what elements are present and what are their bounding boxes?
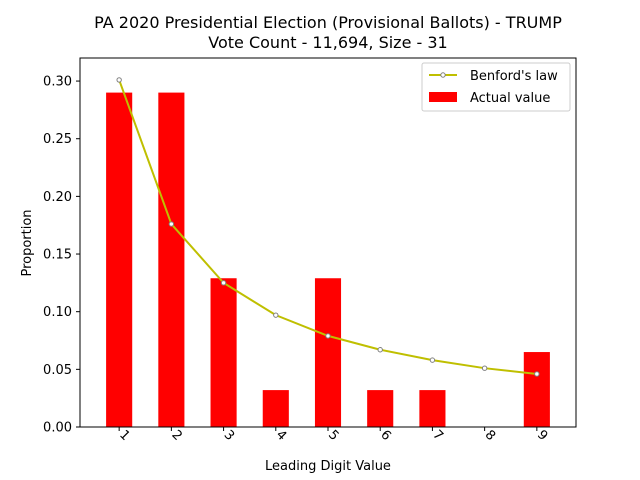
legend: Benford's law Actual value [421, 62, 571, 112]
bar-digit-6 [367, 390, 394, 427]
plot-area: 0.000.050.100.150.200.250.301 2 3 4 5 6 7 8 9 [43, 57, 577, 444]
y-tick-label: 0.25 [43, 132, 72, 147]
legend-actual-label: Actual value [470, 91, 550, 106]
bar-digit-7 [419, 390, 446, 427]
legend-benford-label: Benford's law [470, 69, 558, 84]
legend-benford-marker-swatch [440, 72, 446, 78]
bar-digit-9 [523, 352, 550, 427]
benford-point-7 [429, 357, 436, 363]
benford-point-8 [481, 365, 488, 371]
bar-digit-4 [262, 390, 289, 427]
bar-digit-2 [158, 92, 185, 427]
benford-point-6 [377, 347, 383, 353]
x-axis-label: Leading Digit Value [265, 459, 391, 474]
bar-digit-1 [106, 92, 133, 427]
bar-digit-3 [210, 278, 237, 427]
chart-subtitle: Vote Count - 11,694, Size - 31 [208, 33, 447, 52]
legend-frame [421, 62, 571, 112]
benford-point-9 [534, 371, 540, 377]
benford-point-3 [220, 280, 227, 286]
benford-point-2 [168, 221, 175, 227]
y-tick-label: 0.30 [43, 75, 72, 90]
y-tick-label: 0.20 [43, 190, 72, 205]
y-axis-label: Proportion [20, 209, 35, 276]
y-tick-label: 0.00 [43, 421, 72, 436]
benford-point-5 [325, 333, 331, 339]
y-tick-label: 0.10 [43, 305, 72, 320]
benford-point-4 [273, 312, 279, 318]
y-tick-label: 0.05 [43, 363, 72, 378]
bar-digit-5 [314, 278, 342, 427]
chart-title: PA 2020 Presidential Election (Provision… [94, 13, 562, 32]
legend-actual-swatch [429, 92, 457, 102]
y-tick-label: 0.15 [43, 248, 72, 263]
benford-point-1 [116, 77, 122, 83]
